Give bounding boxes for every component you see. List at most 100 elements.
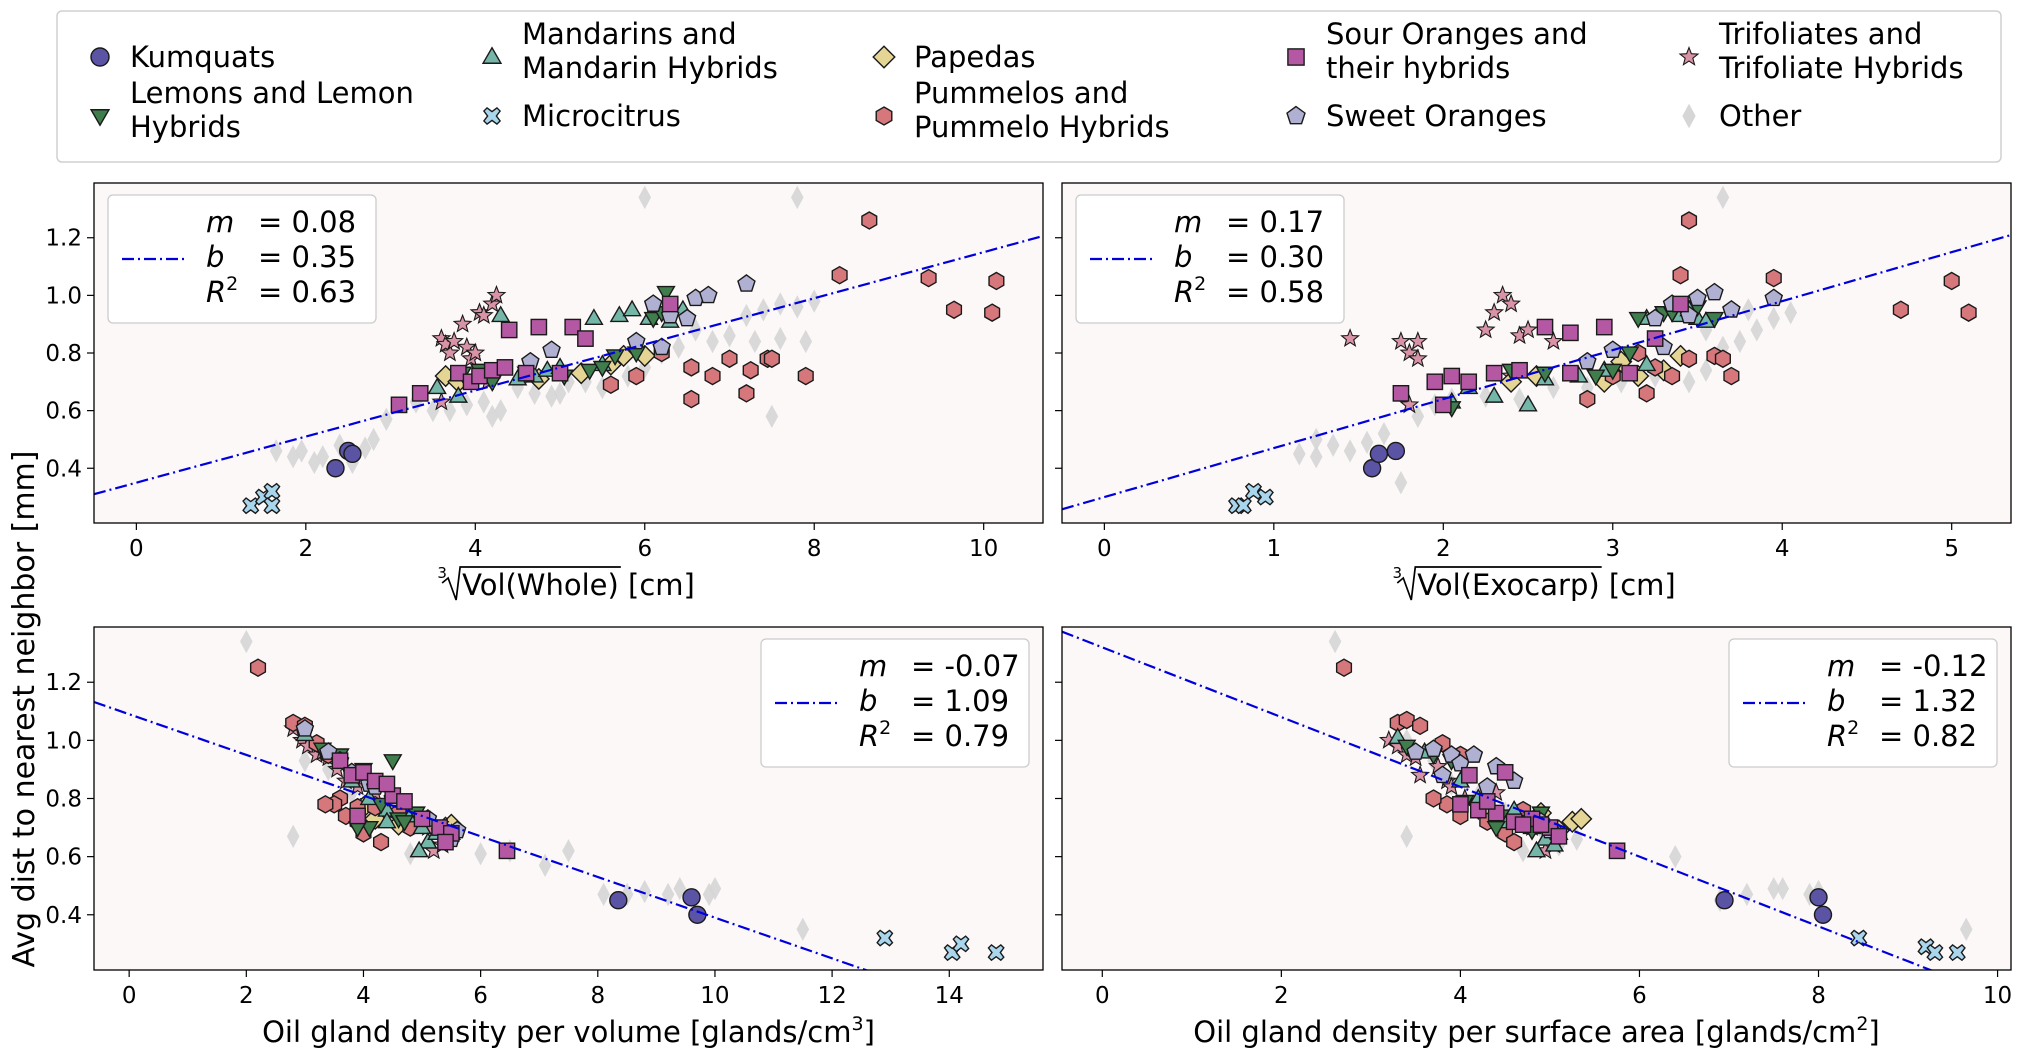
point-mandarins bbox=[427, 377, 447, 395]
x-tick-label: 0 bbox=[1095, 983, 1110, 1009]
point-sour bbox=[1514, 816, 1532, 834]
y-tick-label: 0.4 bbox=[45, 903, 82, 929]
y-tick-label: 0.8 bbox=[45, 341, 82, 367]
point-sweet bbox=[737, 274, 756, 292]
point-microcitrus bbox=[1850, 929, 1868, 947]
legend-marker-microcitrus bbox=[482, 106, 502, 126]
x-tick-label: 12 bbox=[817, 983, 846, 1009]
point-other bbox=[1767, 876, 1781, 901]
point-sweet bbox=[542, 340, 561, 359]
data-points bbox=[1227, 185, 1977, 515]
point-kumquats bbox=[326, 459, 345, 478]
point-lemons bbox=[1603, 363, 1623, 381]
point-sour bbox=[1392, 384, 1410, 402]
point-sour bbox=[1496, 763, 1514, 781]
chart-panel-4: 0 2 4 6 8 10 Oil gland density per surface are… bbox=[1055, 626, 2012, 1049]
fit-legend-superscript: 2 bbox=[226, 273, 238, 295]
x-tick-label: 8 bbox=[807, 536, 822, 562]
point-sour bbox=[500, 321, 518, 339]
y-tick-label: 0.6 bbox=[45, 399, 82, 425]
point-other bbox=[380, 407, 393, 431]
y-axis-label: Avg dist to nearest neighbor [mm] bbox=[7, 451, 42, 968]
point-other bbox=[1343, 439, 1357, 463]
legend-label-pummelos: Pummelos and bbox=[914, 76, 1128, 110]
point-trifoliates bbox=[1475, 319, 1496, 339]
point-sour bbox=[1595, 318, 1613, 336]
point-pummelos bbox=[1680, 211, 1698, 230]
fit-legend-symbol: b bbox=[1827, 684, 1845, 718]
point-sweet bbox=[1705, 282, 1724, 301]
point-other bbox=[672, 335, 685, 359]
point-trifoliates bbox=[1390, 331, 1411, 350]
point-kumquats bbox=[1813, 905, 1833, 924]
point-pummelos bbox=[1714, 349, 1731, 369]
legend-entry-sweet: Sweet Oranges bbox=[1286, 99, 1547, 133]
point-other bbox=[477, 390, 491, 414]
x-axis-label-tail: ] bbox=[1868, 1015, 1879, 1049]
point-trifoliates bbox=[1484, 302, 1505, 322]
legend-label-other: Other bbox=[1719, 99, 1801, 133]
point-mandarins bbox=[1518, 394, 1538, 412]
point-sweet bbox=[652, 337, 672, 356]
fit-legend-value: = -0.07 bbox=[911, 649, 1020, 683]
x-axis-label-superscript: 2 bbox=[1856, 1013, 1868, 1035]
point-sour bbox=[1550, 827, 1568, 845]
point-sour bbox=[1562, 324, 1579, 342]
point-pummelos bbox=[628, 366, 645, 386]
point-other bbox=[740, 303, 753, 328]
point-sour bbox=[1460, 373, 1478, 391]
point-pummelos bbox=[738, 384, 755, 403]
x-tick-label: 0 bbox=[1097, 536, 1112, 562]
point-microcitrus bbox=[1926, 943, 1944, 962]
data-points bbox=[242, 185, 1005, 515]
point-other bbox=[708, 876, 722, 901]
point-other bbox=[295, 439, 308, 463]
point-other bbox=[1784, 300, 1798, 325]
radical-sign bbox=[1396, 566, 1602, 601]
point-sour bbox=[530, 318, 548, 336]
point-sour bbox=[551, 364, 569, 382]
x-tick-label: 4 bbox=[1453, 983, 1468, 1009]
x-axis-label-tail: ] bbox=[864, 1015, 875, 1049]
legend-label-trifoliates: Trifoliate Hybrids bbox=[1718, 51, 1964, 85]
x-axis-label-main: Oil gland density per surface area [glan… bbox=[1193, 1015, 1856, 1049]
point-sour bbox=[1434, 396, 1452, 414]
point-sweet bbox=[643, 294, 663, 312]
x-axis-label-main: Oil gland density per volume [glands/cm bbox=[262, 1015, 851, 1049]
legend-marker-pummelos bbox=[875, 106, 893, 126]
point-microcitrus bbox=[1256, 488, 1274, 506]
point-kumquats bbox=[609, 891, 628, 910]
point-other bbox=[765, 404, 779, 429]
chart-panel-3: 0 2 4 6 8 10 12 14 0.4 0.6 0.8 1.0 1.2 Oil gland dens… bbox=[45, 626, 1044, 1049]
x-axis-label-quantity: Vol(Whole) bbox=[462, 568, 619, 602]
legend-marker-trifoliates bbox=[1678, 46, 1700, 66]
x-axis-label-unit: [cm] bbox=[619, 568, 695, 602]
point-sweet bbox=[1645, 308, 1665, 327]
point-kumquats bbox=[1386, 441, 1406, 461]
point-pummelos bbox=[1638, 384, 1655, 403]
point-other bbox=[1742, 298, 1755, 322]
point-other bbox=[774, 326, 787, 351]
point-other bbox=[1668, 844, 1682, 869]
radical-index: 3 bbox=[1393, 564, 1403, 582]
point-other bbox=[553, 381, 567, 406]
x-tick-label: 6 bbox=[473, 983, 488, 1009]
point-lemons bbox=[1620, 346, 1640, 364]
point-other bbox=[706, 329, 719, 354]
point-sour bbox=[496, 359, 514, 376]
x-axis-label: Vol(Whole) [cm] 3 bbox=[437, 564, 695, 602]
point-lemons bbox=[1486, 820, 1506, 838]
point-pummelos bbox=[1765, 268, 1782, 288]
point-other bbox=[1570, 827, 1584, 851]
point-pummelos bbox=[1335, 658, 1353, 677]
fit-legend-value: = 0.17 bbox=[1226, 205, 1324, 239]
legend-label-sour: their hybrids bbox=[1326, 51, 1510, 85]
point-pummelos bbox=[1506, 832, 1523, 852]
